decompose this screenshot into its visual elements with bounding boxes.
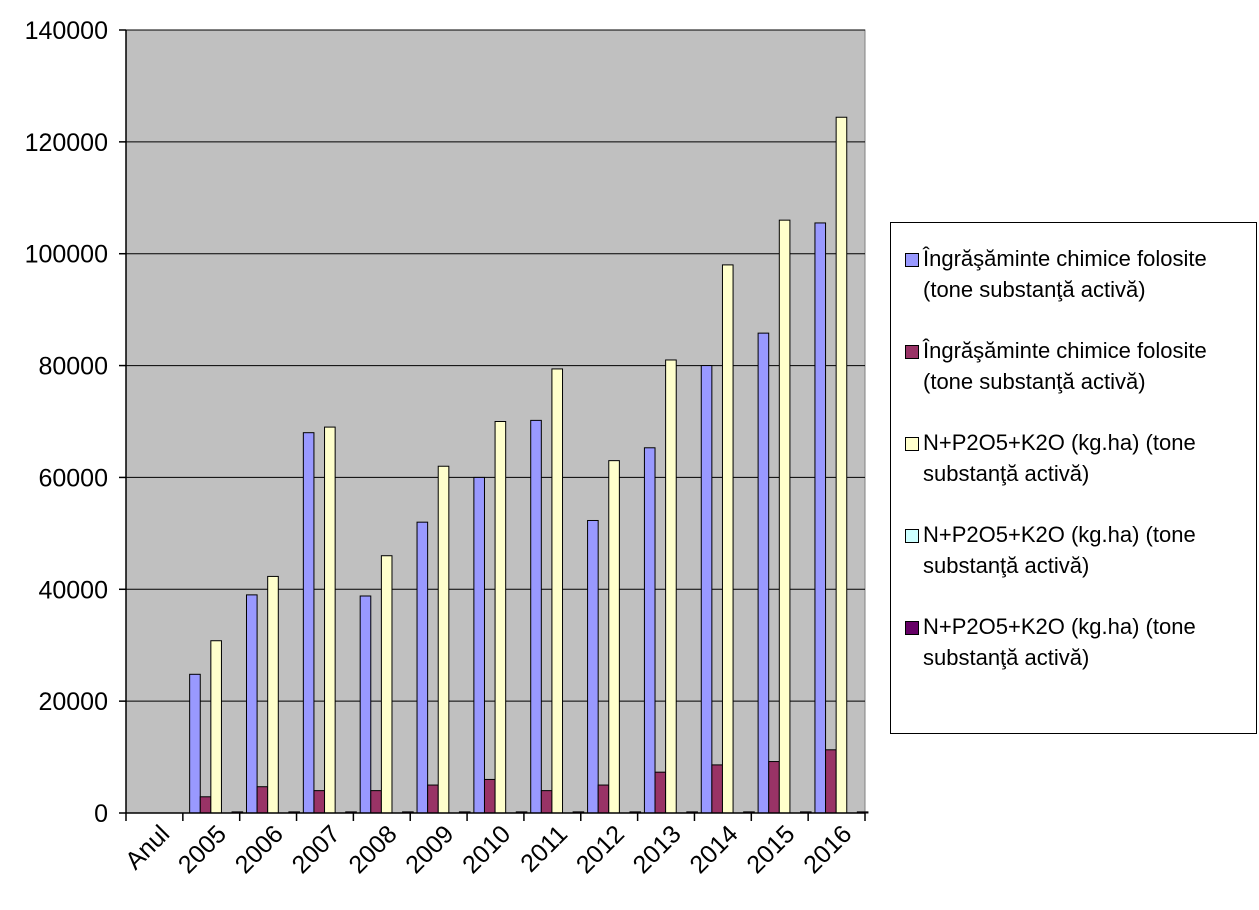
bar-series-2-2013 bbox=[654, 771, 667, 814]
bar-series-2-2012 bbox=[597, 784, 610, 814]
bar-series-1-2010 bbox=[473, 476, 485, 814]
legend-swatch-series-4 bbox=[905, 529, 919, 543]
legend-swatch-series-1 bbox=[905, 253, 919, 267]
legend-swatch-series-3 bbox=[905, 437, 919, 451]
bar-series-1-2013 bbox=[643, 447, 656, 814]
legend-label-series-1: Îngrăşăminte chimice folosite (tone subs… bbox=[923, 246, 1207, 302]
bar-series-1-2011 bbox=[530, 419, 542, 814]
y-tick-label-80000: 80000 bbox=[38, 353, 108, 381]
legend-swatch-series-2 bbox=[905, 345, 919, 359]
bar-series-1-2016 bbox=[814, 222, 827, 814]
bar-series-3-2013 bbox=[665, 359, 677, 814]
bar-series-2-2006 bbox=[256, 786, 269, 814]
bar-series-2-2011 bbox=[540, 790, 553, 814]
x-tick-label-2013: 2013 bbox=[628, 820, 687, 879]
x-tick-label-2007: 2007 bbox=[287, 820, 346, 879]
bar-series-3-2006 bbox=[267, 575, 279, 814]
bar-series-1-2009 bbox=[416, 521, 429, 814]
bar-series-2-2009 bbox=[427, 784, 439, 814]
bar-series-3-2008 bbox=[380, 555, 393, 814]
y-tick-label-20000: 20000 bbox=[38, 688, 108, 716]
y-tick-label-40000: 40000 bbox=[38, 576, 108, 604]
bar-series-3-2010 bbox=[494, 421, 507, 814]
bar-series-1-2008 bbox=[359, 595, 372, 814]
legend-label-series-3: N+P2O5+K2O (kg.ha) (tone substanţă activ… bbox=[923, 430, 1196, 486]
bar-series-3-2007 bbox=[324, 426, 336, 814]
bar-series-3-2005 bbox=[210, 640, 222, 814]
bar-series-2-2007 bbox=[313, 790, 326, 814]
chart-canvas: 0 20000 40000 60000 80000 100000 120000 140000 A… bbox=[25, 17, 869, 879]
x-tick-label-2005: 2005 bbox=[173, 820, 232, 879]
x-tick-label-2006: 2006 bbox=[230, 820, 289, 879]
y-tick-label-100000: 100000 bbox=[25, 241, 108, 269]
x-tick-label-2010: 2010 bbox=[457, 820, 516, 879]
legend-label-series-2: Îngrăşăminte chimice folosite (tone subs… bbox=[923, 338, 1207, 394]
legend-swatch-series-5 bbox=[905, 621, 919, 635]
x-tick-label-Anul: Anul bbox=[120, 820, 175, 875]
y-tick-label-0: 0 bbox=[94, 800, 108, 828]
legend-item-series-5: N+P2O5+K2O (kg.ha) (tone substanţă activ… bbox=[905, 611, 1256, 673]
bar-series-3-2015 bbox=[778, 219, 791, 814]
bar-series-1-2005 bbox=[189, 673, 201, 814]
y-tick-label-120000: 120000 bbox=[25, 129, 108, 157]
bar-series-2-2014 bbox=[711, 764, 723, 814]
y-tick-label-60000: 60000 bbox=[38, 464, 108, 492]
x-tick-label-2016: 2016 bbox=[798, 820, 857, 879]
bar-series-1-2015 bbox=[757, 332, 770, 814]
bar-series-1-2014 bbox=[700, 365, 713, 814]
bar-series-1-2012 bbox=[587, 519, 599, 814]
bar-series-2-2010 bbox=[483, 778, 496, 814]
bar-series-2-2015 bbox=[768, 761, 780, 814]
legend-item-series-1: Îngrăşăminte chimice folosite (tone subs… bbox=[905, 243, 1256, 305]
bar-series-1-2007 bbox=[302, 432, 315, 814]
bar-series-1-2006 bbox=[245, 594, 258, 814]
bar-series-2-2005 bbox=[199, 796, 212, 814]
x-tick-label-2014: 2014 bbox=[684, 820, 743, 879]
bar-series-3-2014 bbox=[721, 264, 734, 814]
y-tick-label-140000: 140000 bbox=[25, 17, 108, 45]
x-tick-label-2011: 2011 bbox=[515, 820, 573, 878]
x-tick-label-2015: 2015 bbox=[741, 820, 800, 879]
x-tick-label-2009: 2009 bbox=[400, 820, 459, 879]
legend-item-series-4: N+P2O5+K2O (kg.ha) (tone substanţă activ… bbox=[905, 519, 1256, 581]
bar-series-2-2016 bbox=[825, 749, 837, 814]
legend: Îngrăşăminte chimice folosite (tone subs… bbox=[890, 222, 1257, 734]
x-tick-label-2008: 2008 bbox=[343, 820, 402, 879]
x-tick-label-2012: 2012 bbox=[571, 820, 630, 879]
legend-item-series-3: N+P2O5+K2O (kg.ha) (tone substanţă activ… bbox=[905, 427, 1256, 489]
bar-series-3-2016 bbox=[835, 116, 848, 814]
legend-label-series-4: N+P2O5+K2O (kg.ha) (tone substanţă activ… bbox=[923, 522, 1196, 578]
bar-series-3-2011 bbox=[551, 368, 564, 814]
bar-series-3-2012 bbox=[608, 460, 620, 814]
legend-item-series-2: Îngrăşăminte chimice folosite (tone subs… bbox=[905, 335, 1256, 397]
bar-series-3-2009 bbox=[437, 465, 450, 814]
bar-series-2-2008 bbox=[370, 790, 382, 814]
legend-label-series-5: N+P2O5+K2O (kg.ha) (tone substanţă activ… bbox=[923, 614, 1196, 670]
